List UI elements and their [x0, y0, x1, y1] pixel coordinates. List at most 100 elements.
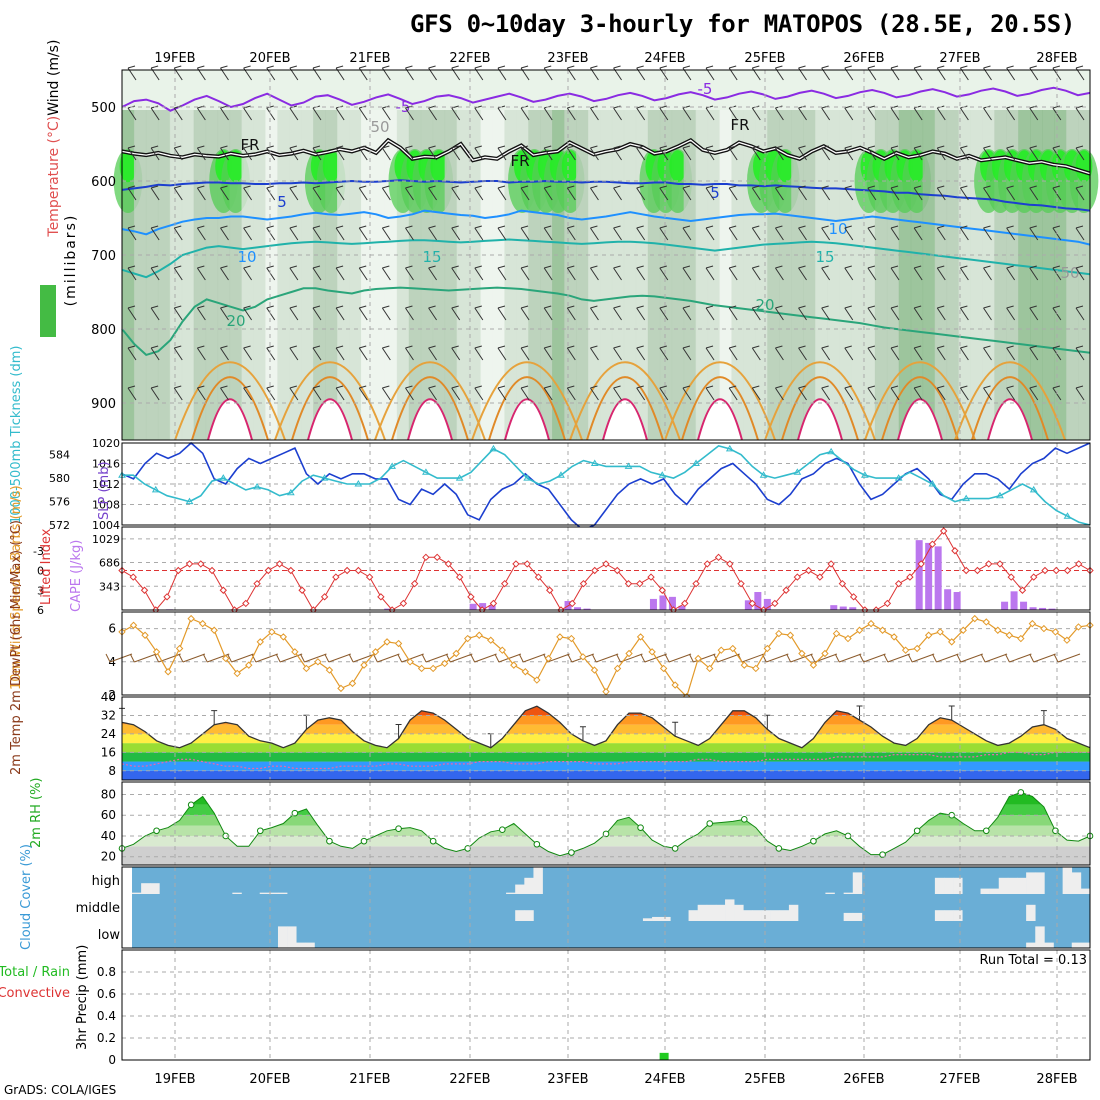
li-ylabel: Lifted Index: [39, 528, 54, 605]
rh-column: [444, 110, 458, 440]
slp-tick-label: 1012: [92, 478, 120, 491]
wind-barb: [983, 225, 992, 241]
lifted-index-marker: [849, 593, 858, 601]
wind-barb: [1006, 145, 1016, 161]
wind-barb: [196, 225, 206, 241]
wind-barb: [890, 145, 900, 161]
wind-barb: [428, 385, 438, 401]
cape-bar: [469, 603, 477, 610]
wind-barb: [127, 305, 137, 321]
contour-label: 50: [1060, 264, 1079, 282]
wind-barb: [590, 345, 599, 361]
lifted-index-marker: [264, 566, 273, 575]
wind-barb: [682, 345, 692, 361]
wind-barb: [474, 185, 484, 201]
wind-barb: [1029, 105, 1039, 121]
wind-speed-marker: [982, 618, 990, 626]
wind-barb: [312, 145, 322, 161]
wind-barb: [474, 345, 484, 361]
wind-barb: [428, 265, 438, 281]
wind-barb: [1029, 225, 1039, 241]
wind-speed-marker: [1051, 628, 1060, 636]
lifted-index-marker: [422, 553, 430, 562]
wind-barb: [659, 145, 669, 161]
wind-barb: [196, 345, 206, 361]
lifted-index-marker: [703, 560, 712, 568]
wind-barb: [196, 185, 206, 201]
wind-barb: [451, 305, 461, 321]
wind-speed-marker: [821, 649, 829, 658]
cloud-middle-bar: [1026, 904, 1036, 921]
rh2m-marker: [602, 830, 610, 838]
contour-label: 10: [828, 220, 847, 238]
wind-speed-marker: [556, 633, 564, 641]
cloud-low-bar: [287, 926, 297, 948]
wind-frame: [121, 611, 1091, 696]
lifted-index-marker: [129, 573, 137, 581]
wind-barb: [266, 385, 276, 401]
cape-bar: [668, 596, 676, 610]
rh-legend-swatch: [40, 285, 56, 337]
cape-bar: [678, 605, 686, 610]
wind-barb: [590, 185, 599, 201]
cloud-high-bar: [998, 877, 1009, 894]
surface-wind-barb: [445, 653, 473, 663]
page-title: GFS 0~10day 3-hourly for MATOPOS (28.5E,…: [410, 10, 1076, 38]
wind-barb: [266, 145, 276, 161]
wind-barb: [613, 265, 622, 281]
wind-speed-marker: [498, 646, 506, 654]
wind-barb: [1029, 265, 1039, 281]
wind-speed-marker: [394, 639, 403, 648]
slp-tick-label: 1016: [92, 458, 120, 471]
rh2m-marker: [913, 827, 921, 835]
isotherm-line: [121, 179, 1091, 212]
surface-wind-barb: [932, 653, 959, 663]
lifted-index-marker: [782, 586, 790, 594]
isotherm-30: [971, 376, 1049, 441]
surface-wind-barb: [518, 653, 546, 663]
rh-column: [492, 110, 505, 440]
thickness-marker: [455, 474, 464, 481]
cloud-high-bar: [825, 892, 835, 894]
rh2m-marker: [1017, 789, 1025, 796]
rh-tick-label: 60: [101, 808, 116, 822]
thickness-marker: [286, 488, 295, 496]
lifted-index-marker: [962, 566, 970, 575]
cloud-high-bar: [1007, 877, 1018, 894]
wind-barb: [1075, 145, 1085, 161]
precip-tick-label: 0.2: [97, 1031, 116, 1045]
cape-ylabel: CAPE (J/kg): [69, 540, 84, 612]
rh-column: [349, 110, 362, 440]
cloud-middle-bar: [743, 910, 753, 921]
surface-wind-barb: [397, 653, 424, 663]
wind-barb: [844, 145, 854, 161]
wind-barb: [474, 105, 484, 121]
cloud-high-bar: [1017, 877, 1027, 894]
lifted-index-marker: [1030, 573, 1038, 581]
thickness-marker: [759, 471, 768, 478]
wind-barb: [266, 225, 276, 241]
cloud-middle-bar: [788, 904, 799, 921]
wind-barb: [798, 145, 807, 161]
run-total-annotation: Run Total = 0.13: [979, 953, 1087, 968]
wind-barb: [1029, 345, 1039, 361]
wind-barb: [1075, 185, 1085, 201]
slp-tick-label: 1008: [92, 499, 120, 512]
cloud-high-bar: [506, 892, 516, 894]
wind-speed-marker: [187, 614, 195, 623]
cape-tick-label: 1029: [92, 533, 120, 546]
wind-barb: [428, 305, 438, 321]
cloud-middle-bar: [725, 899, 735, 921]
wind-barb: [936, 305, 946, 321]
isotherm-30: [586, 376, 664, 441]
wind-barb: [705, 225, 715, 241]
wind-barb: [1075, 225, 1085, 241]
cloud-high-bar: [132, 892, 142, 894]
wind-barb: [266, 265, 276, 281]
slp-tick-label: 1020: [92, 437, 120, 450]
cloud-high-bar: [852, 872, 863, 894]
lifted-index-marker: [354, 566, 363, 575]
wind-barb: [798, 345, 807, 361]
surface-wind-barb: [664, 653, 692, 663]
wind-barb: [474, 225, 484, 241]
